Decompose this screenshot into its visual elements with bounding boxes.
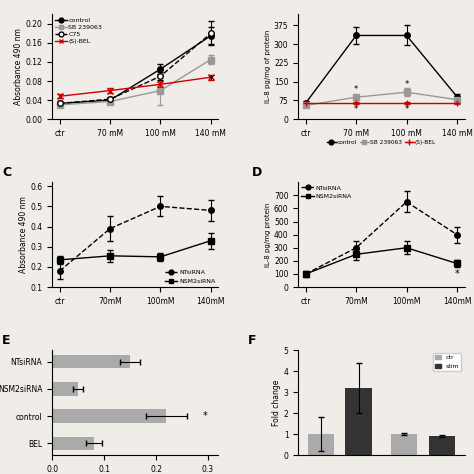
Legend: control, SB 239063, C75, (S)-BEL: control, SB 239063, C75, (S)-BEL — [55, 18, 102, 45]
Y-axis label: Fold change: Fold change — [272, 379, 281, 426]
Bar — [346, 388, 372, 455]
Text: F: F — [248, 334, 257, 347]
Text: *: * — [158, 256, 163, 266]
Text: *: * — [455, 269, 459, 279]
Bar — [52, 382, 78, 396]
Bar — [308, 434, 334, 455]
Text: *: * — [404, 105, 409, 114]
Text: *: * — [404, 80, 409, 89]
Legend: control, SB 239063, (S)-BEL: control, SB 239063, (S)-BEL — [325, 138, 438, 148]
Text: *: * — [209, 75, 213, 85]
Legend: NTsiRNA, NSM2siRNA: NTsiRNA, NSM2siRNA — [301, 185, 352, 199]
Bar — [52, 437, 94, 450]
Bar — [391, 434, 417, 455]
Y-axis label: Absorbance 490 nm: Absorbance 490 nm — [14, 28, 23, 105]
Text: *: * — [354, 105, 358, 114]
Text: E: E — [2, 334, 11, 347]
Bar — [52, 355, 130, 368]
Text: *: * — [354, 85, 358, 94]
Y-axis label: Absorbance 490 nm: Absorbance 490 nm — [18, 196, 27, 273]
Bar — [428, 436, 455, 455]
Text: C: C — [2, 166, 11, 179]
Y-axis label: IL-8 pg/mg of protein: IL-8 pg/mg of protein — [265, 30, 271, 103]
Text: D: D — [252, 166, 262, 179]
Bar — [52, 410, 166, 423]
Legend: ctr, stim: ctr, stim — [433, 353, 461, 371]
Y-axis label: IL-8 pg/mg protein: IL-8 pg/mg protein — [265, 202, 271, 267]
Legend: NTsiRNA, NSM2siRNA: NTsiRNA, NSM2siRNA — [164, 270, 215, 284]
Text: *: * — [203, 411, 208, 421]
